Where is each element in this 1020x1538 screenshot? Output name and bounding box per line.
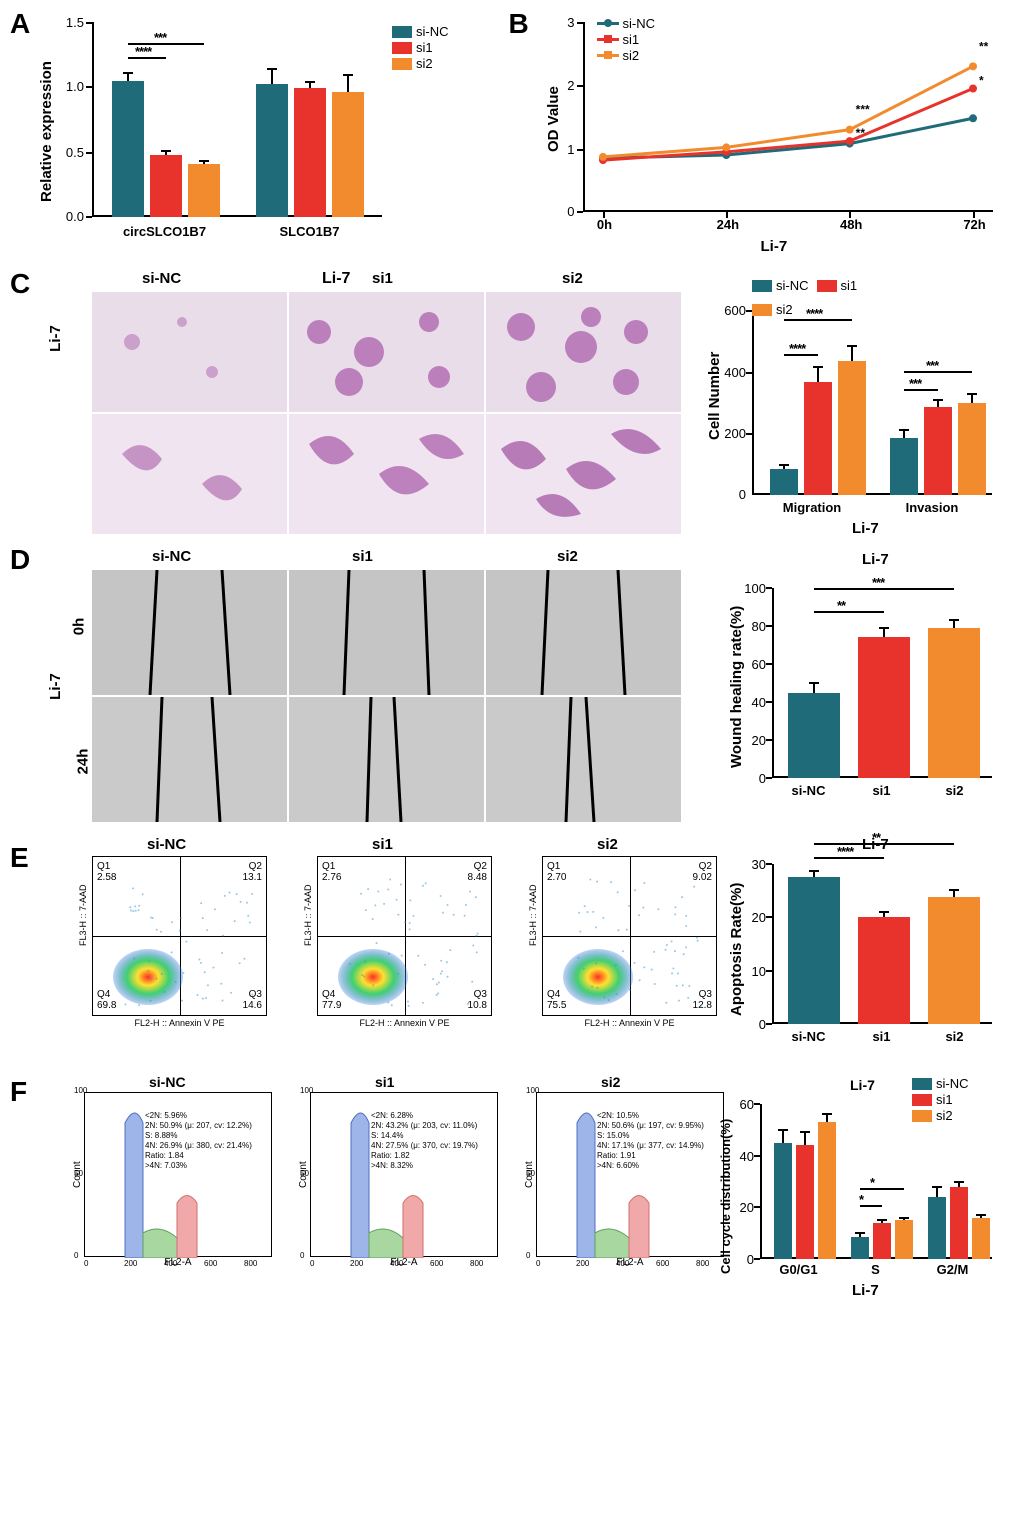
microscopy-image	[289, 292, 484, 412]
panel-d-side-cell: Li-7	[47, 673, 64, 700]
panel-a-legend: si-NC si1 si2	[392, 24, 449, 72]
panel-b-xlabel: Li-7	[761, 238, 788, 255]
panel-b-ylabel: OD Value	[545, 86, 562, 152]
panel-d-side-24h: 24h	[74, 749, 91, 775]
panel-e: E si-NC Q12.58 Q213.1 Q469.8 Q314.6 FL2-…	[12, 836, 1008, 1066]
panel-d: D Li-7 0h 24h si-NC si1 si2 ***** 020406…	[12, 548, 1008, 828]
panel-f: F si-NC <2N: 5.96%2N: 50.9% (μ: 207, cv:…	[12, 1074, 1008, 1304]
microscopy-image	[486, 414, 681, 534]
panel-c-chart: ************** 600 400 200 0 Migration I…	[752, 310, 992, 495]
panel-f-chart-ylabel: Cell cycle distribution(%)	[718, 1119, 733, 1274]
panel-d-label: D	[10, 544, 30, 576]
panel-f-chart-title: Li-7	[852, 1282, 879, 1299]
panel-b: B ******** 3 2 1 0 0h24h48h72h OD Value …	[511, 12, 1008, 262]
panel-e-label: E	[10, 842, 29, 874]
wound-image	[289, 697, 484, 822]
panel-a-chart: 1.5 1.0 0.5 0.0 ******* circSLCO1B7 SLCO…	[92, 22, 382, 217]
panel-a-ylabel: Relative expression	[38, 61, 55, 202]
panel-c-legend: si-NC si1 si2	[752, 278, 862, 318]
panel-c: C Li-7 Migration Invasion Li-7 si-NC si1…	[12, 270, 1008, 540]
wound-image	[92, 570, 287, 695]
panel-c-images	[92, 292, 681, 534]
panel-b-label: B	[509, 8, 529, 40]
wound-image	[289, 570, 484, 695]
panel-b-legend: si-NC si1 si2	[597, 16, 656, 64]
svg-text:*: *	[979, 74, 984, 88]
panel-d-images	[92, 570, 681, 822]
panel-d-side-0h: 0h	[70, 618, 87, 636]
panel-f-legend: si-NC si1 si2	[912, 1076, 969, 1124]
panel-c-side-cell: Li-7	[47, 325, 64, 352]
panel-d-chart-ylabel: Wound healing rate(%)	[728, 606, 745, 768]
microscopy-image	[289, 414, 484, 534]
scientific-figure: A 1.5 1.0 0.5 0.0 ******* circSLCO1B7 SL…	[0, 0, 1020, 1324]
panel-c-title: Li-7	[322, 270, 350, 288]
svg-text:***: ***	[855, 103, 869, 117]
panel-e-chart-ylabel: Apoptosis Rate(%)	[728, 883, 745, 1016]
panel-d-chart: ***** 020406080100 si-NC si1 si2	[772, 588, 992, 778]
panel-f-chart: ** 0204060 G0/G1 S G2/M	[760, 1104, 992, 1259]
panel-d-chart-title: Li-7	[862, 551, 889, 568]
panel-a-label: A	[10, 8, 30, 40]
panel-c-label: C	[10, 268, 30, 300]
wound-image	[486, 570, 681, 695]
svg-text:**: **	[855, 126, 865, 140]
svg-text:**: **	[979, 39, 989, 53]
wound-image	[92, 697, 287, 822]
microscopy-image	[486, 292, 681, 412]
panel-c-chart-ylabel: Cell Number	[706, 352, 723, 440]
microscopy-image	[92, 414, 287, 534]
panel-a: A 1.5 1.0 0.5 0.0 ******* circSLCO1B7 SL…	[12, 12, 505, 262]
panel-f-label: F	[10, 1076, 27, 1108]
panel-e-chart: ****** 0102030 si-NC si1 si2	[772, 864, 992, 1024]
panel-c-chart-title: Li-7	[852, 520, 879, 537]
panel-e-chart-title: Li-7	[862, 836, 889, 853]
wound-image	[486, 697, 681, 822]
microscopy-image	[92, 292, 287, 412]
